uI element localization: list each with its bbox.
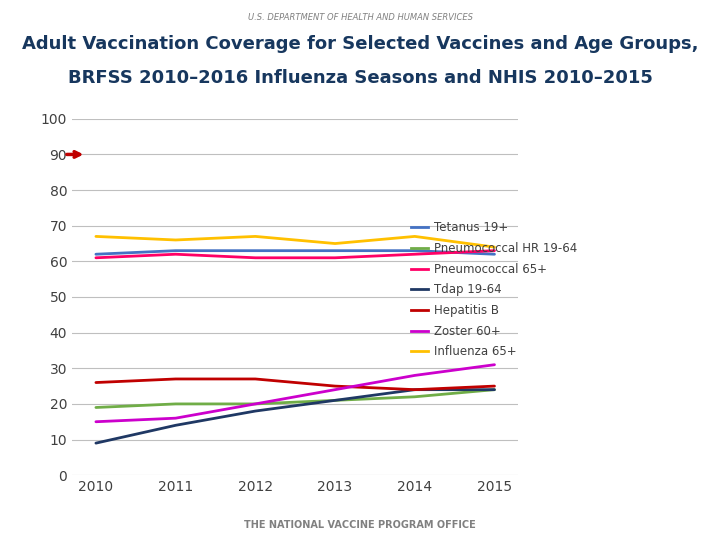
Legend: Tetanus 19+, Pneumococcal HR 19-64, Pneumococcal 65+, Tdap 19-64, Hepatitis B, Z: Tetanus 19+, Pneumococcal HR 19-64, Pneu… (406, 217, 582, 363)
Text: THE NATIONAL VACCINE PROGRAM OFFICE: THE NATIONAL VACCINE PROGRAM OFFICE (244, 520, 476, 530)
Text: Adult Vaccination Coverage for Selected Vaccines and Age Groups,: Adult Vaccination Coverage for Selected … (22, 35, 698, 53)
Text: U.S. DEPARTMENT OF HEALTH AND HUMAN SERVICES: U.S. DEPARTMENT OF HEALTH AND HUMAN SERV… (248, 14, 472, 23)
Text: BRFSS 2010–2016 Influenza Seasons and NHIS 2010–2015: BRFSS 2010–2016 Influenza Seasons and NH… (68, 69, 652, 87)
